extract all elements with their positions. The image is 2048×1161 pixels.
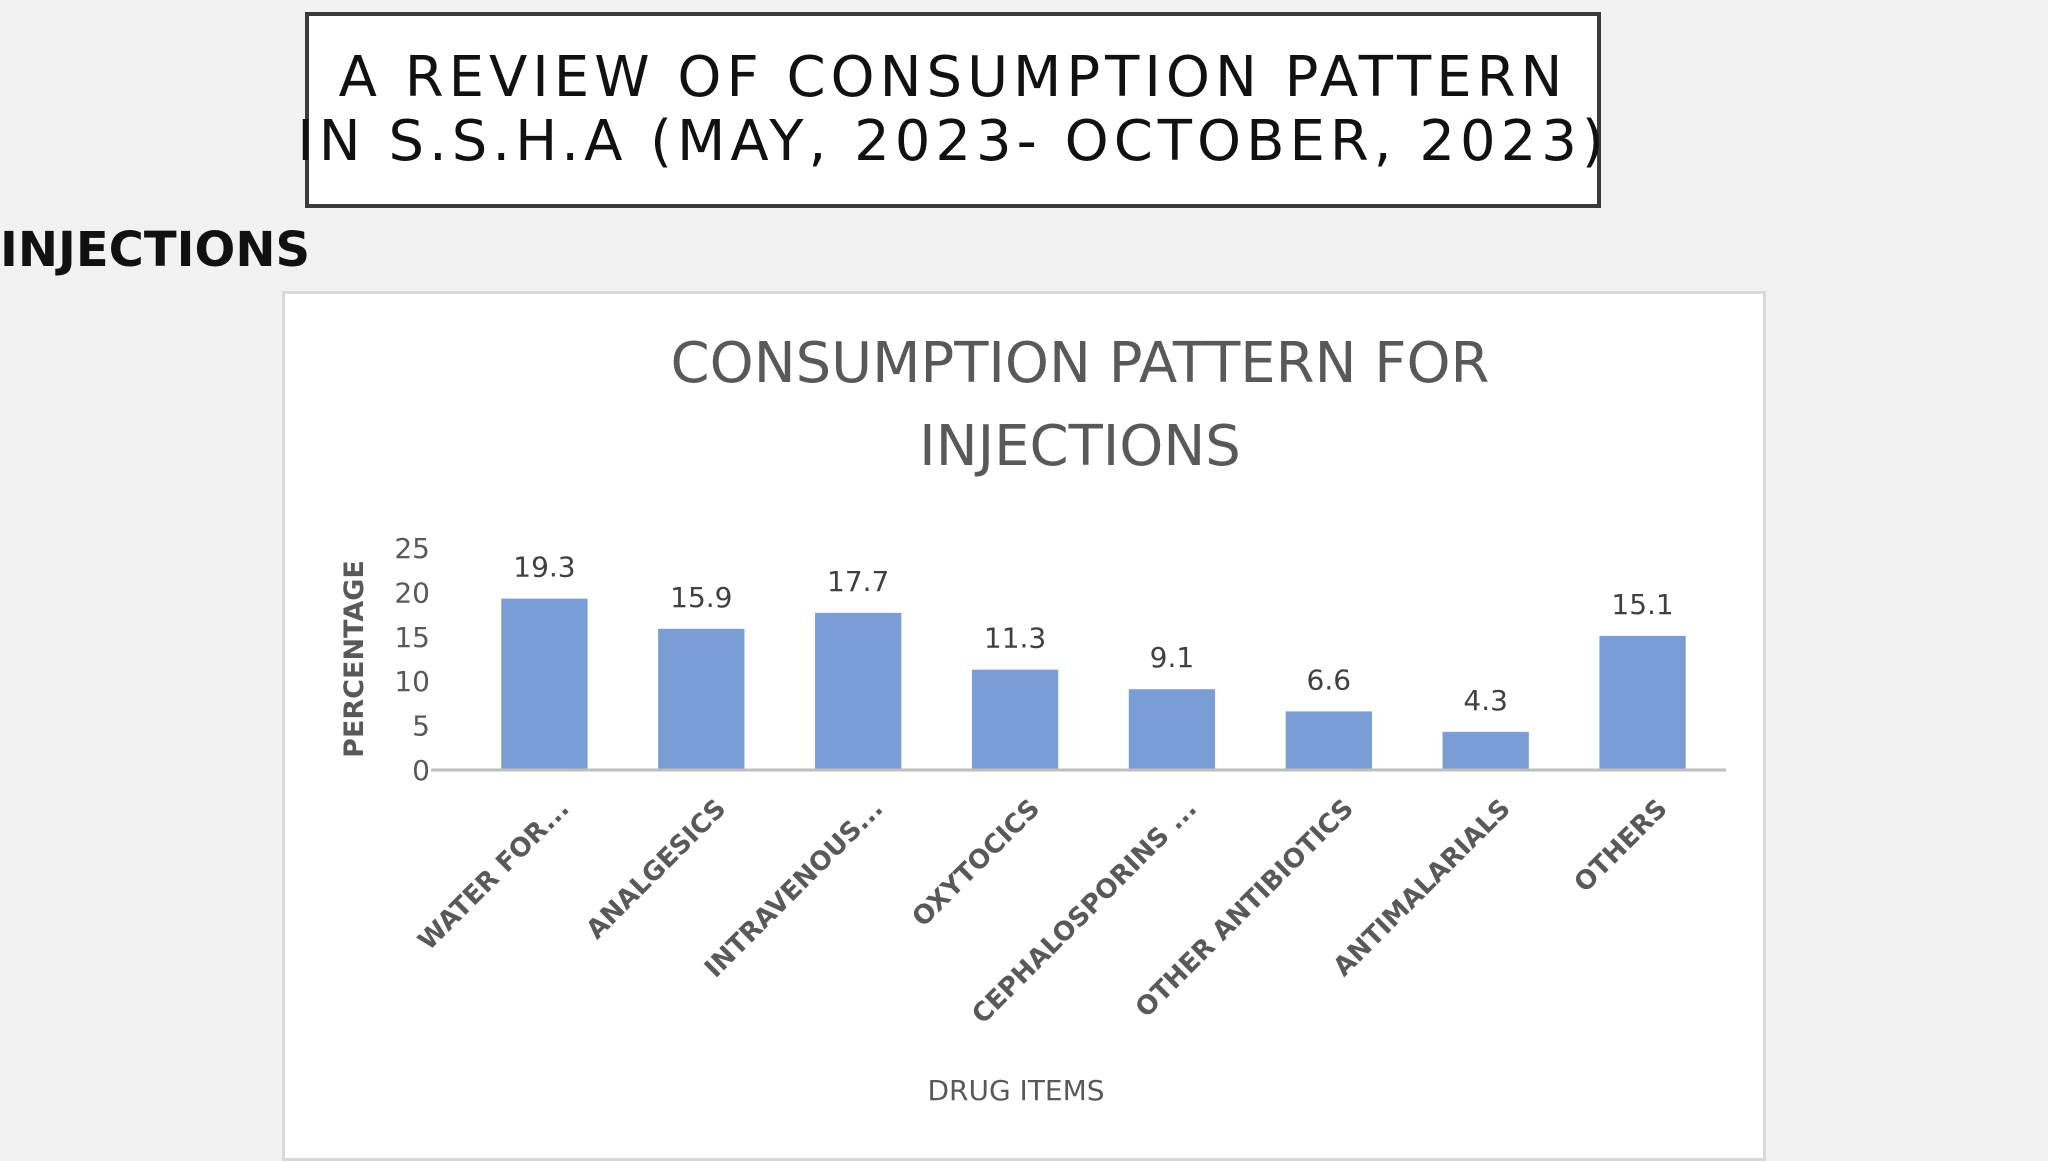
chart-title-line-2: INJECTIONS bbox=[919, 414, 1241, 479]
data-label-1: 19.3 bbox=[513, 551, 575, 584]
bar-3 bbox=[815, 612, 902, 770]
bar-series bbox=[501, 598, 1686, 770]
data-label-6: 6.6 bbox=[1307, 663, 1352, 696]
data-label-5: 9.1 bbox=[1150, 641, 1195, 674]
bar-1 bbox=[501, 598, 588, 770]
data-label-3: 17.7 bbox=[827, 565, 889, 598]
data-label-4: 11.3 bbox=[984, 622, 1046, 655]
y-axis-ticks: 0 5 10 15 20 25 bbox=[394, 532, 430, 787]
y-axis-label: PERCENTAGE bbox=[339, 560, 370, 758]
y-tick-label-10: 10 bbox=[394, 665, 430, 698]
slide-title-box: A REVIEW OF CONSUMPTION PATTERN IN S.S.H… bbox=[297, 12, 1604, 208]
bar-5 bbox=[1128, 689, 1216, 770]
y-tick-label-0: 0 bbox=[412, 754, 430, 787]
slide-title-line-2: IN S.S.H.A (MAY, 2023- OCTOBER, 2023) bbox=[297, 109, 1609, 174]
y-tick-label-20: 20 bbox=[394, 576, 430, 609]
data-labels: 19.3 15.9 17.7 11.3 9.1 6.6 4.3 15.1 bbox=[513, 551, 1673, 717]
x-tick-label-4: OXYTOCICS bbox=[907, 794, 1046, 933]
data-label-7: 4.3 bbox=[1463, 684, 1508, 717]
y-tick-label-25: 25 bbox=[394, 532, 430, 565]
chart-title-line-1: CONSUMPTION PATTERN FOR bbox=[671, 331, 1490, 396]
data-label-8: 15.1 bbox=[1611, 588, 1673, 621]
bar-7 bbox=[1442, 731, 1529, 770]
x-tick-label-8: OTHERS bbox=[1569, 794, 1674, 899]
y-tick-label-5: 5 bbox=[412, 710, 430, 743]
x-tick-label-7: ANTIMALARIALS bbox=[1328, 794, 1517, 983]
chart-panel: CONSUMPTION PATTERN FOR INJECTIONS PERCE… bbox=[282, 291, 1766, 1161]
x-tick-label-3: INTRAVENOUS... bbox=[699, 794, 889, 984]
bar-8 bbox=[1599, 635, 1686, 770]
slide-title-line-1: A REVIEW OF CONSUMPTION PATTERN bbox=[338, 45, 1568, 110]
bar-2 bbox=[658, 628, 745, 770]
bar-chart: CONSUMPTION PATTERN FOR INJECTIONS PERCE… bbox=[339, 331, 1726, 1107]
x-axis-label: DRUG ITEMS bbox=[927, 1074, 1104, 1107]
bar-6 bbox=[1285, 711, 1372, 770]
x-tick-label-1: WATER FOR... bbox=[413, 794, 576, 957]
bar-4 bbox=[971, 669, 1059, 770]
y-tick-label-15: 15 bbox=[394, 621, 430, 654]
x-tick-label-2: ANALGESICS bbox=[581, 794, 733, 946]
section-heading: INJECTIONS bbox=[0, 222, 311, 278]
data-label-2: 15.9 bbox=[670, 581, 732, 614]
